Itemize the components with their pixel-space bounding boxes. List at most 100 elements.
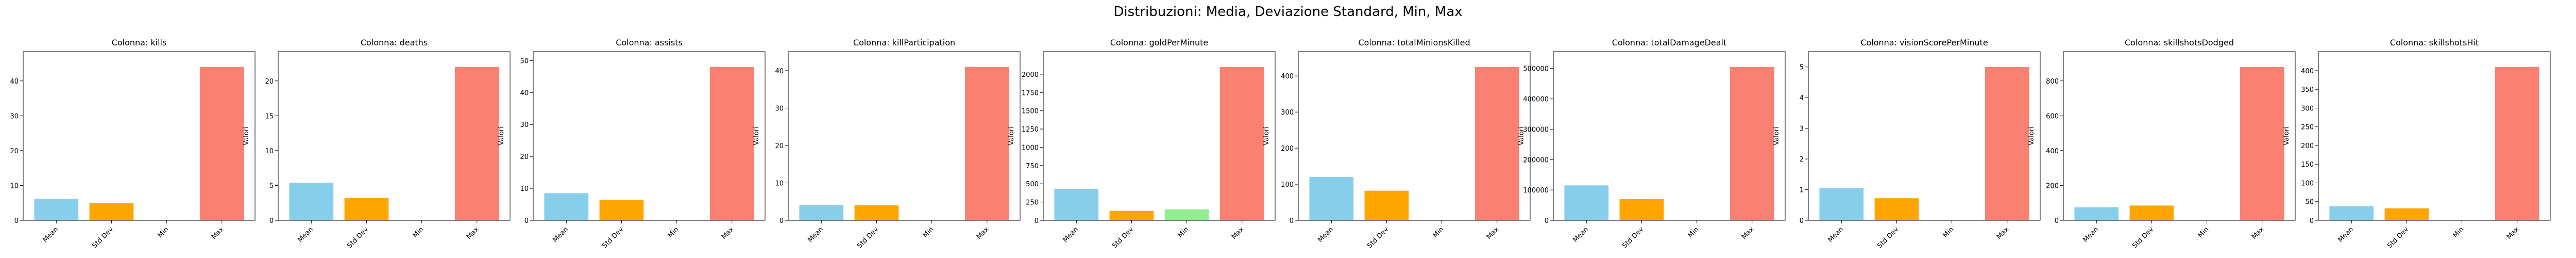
bar-max [2240, 67, 2284, 221]
subplot-4: Colonna: killParticipation 0 10 20 30 40 Valor… [753, 38, 1021, 250]
bar-std-dev [1874, 198, 1919, 220]
y-tick-label: 0 [269, 217, 274, 225]
y-tick-label: 20 [10, 148, 19, 155]
y-tick-label: 200 [1281, 145, 1294, 153]
bar-std-dev [344, 198, 389, 220]
x-tick-label: Mean [1316, 225, 1335, 244]
y-axis-label: Valori [1263, 126, 1270, 145]
bar-mean [799, 205, 844, 220]
y-tick-label: 5 [1800, 64, 1804, 72]
y-tick-label: 100 [1281, 181, 1294, 189]
x-tick-label: Mean [2081, 225, 2100, 244]
x-tick-label: Mean [41, 225, 60, 244]
bar-std-dev [854, 205, 899, 220]
y-tick-label: 40 [775, 68, 784, 75]
y-tick-label: 0 [1035, 217, 1039, 225]
y-axis-label: Valori [2028, 126, 2036, 145]
bar-std-dev [1109, 211, 1154, 220]
y-tick-label: 10 [10, 182, 19, 190]
subplot-1: Colonna: kills 0 10 20 30 40 Valori Mean Std Dev… [10, 38, 256, 250]
subplot-title: Colonna: skillshotsHit [2390, 38, 2479, 47]
subplot-9: Colonna: skillshotsDodged 0 200 400 600 800 Va… [2028, 38, 2296, 250]
y-tick-label: 0 [779, 217, 784, 225]
bar-mean [34, 199, 79, 220]
subplot-2: Colonna: deaths 0 5 10 15 20 Valori Mean Std Dev… [243, 38, 511, 250]
y-tick-label: 10 [520, 185, 529, 193]
y-axis-label: Valori [498, 126, 505, 145]
subplot-8: Colonna: visionScorePerMinute 0 1 2 3 4 5 Valor… [1773, 38, 2041, 250]
bar-max [1475, 67, 1519, 221]
bar-std-dev [1619, 199, 1664, 220]
bar-std-dev [89, 203, 134, 220]
y-tick-label: 50 [520, 57, 529, 65]
y-tick-label: 300000 [1523, 126, 1549, 134]
bar-mean [1054, 189, 1099, 220]
subplot-title: Colonna: totalDamageDealt [1612, 38, 1727, 47]
y-tick-label: 100000 [1523, 187, 1549, 195]
y-tick-label: 400 [1281, 73, 1294, 80]
x-tick-label: Std Dev [1111, 225, 1135, 250]
x-tick-label: Std Dev [601, 225, 625, 250]
x-tick-label: Min [1431, 225, 1445, 239]
axes-frame [533, 51, 766, 221]
bar-mean [544, 193, 589, 220]
y-tick-label: 1250 [1022, 126, 1039, 134]
y-tick-label: 1500 [1022, 108, 1039, 116]
x-tick-label: Mean [1826, 225, 1845, 244]
y-tick-label: 1750 [1022, 89, 1039, 97]
y-tick-label: 200000 [1523, 156, 1549, 164]
axes-frame [1298, 51, 1531, 221]
bar-max [1219, 67, 1264, 221]
bar-std-dev [599, 200, 644, 220]
y-tick-label: 5 [269, 182, 274, 190]
y-tick-label: 0 [1545, 217, 1549, 225]
y-tick-label: 500 [1026, 181, 1039, 188]
y-axis-label: Valori [753, 126, 760, 145]
bar-mean [1309, 177, 1354, 220]
subplot-title: Colonna: killParticipation [853, 38, 955, 47]
x-tick-label: Std Dev [856, 225, 880, 250]
y-tick-label: 400 [2046, 148, 2059, 155]
axes-frame [1553, 51, 1786, 221]
bar-max [1985, 67, 2029, 221]
y-tick-label: 3 [1800, 125, 1804, 133]
y-tick-label: 0 [2055, 217, 2059, 225]
y-tick-label: 20 [520, 153, 529, 161]
bar-max [964, 67, 1009, 221]
bar-mean [289, 183, 334, 220]
bar-max [454, 67, 499, 221]
subplot-7: Colonna: totalDamageDealt 0 100000 200000 30… [1518, 38, 1786, 250]
bar-max [2495, 67, 2539, 221]
bar-min [1164, 209, 1209, 220]
x-tick-label: Max [1485, 225, 1501, 241]
x-tick-label: Max [2505, 225, 2521, 241]
x-tick-label: Mean [296, 225, 315, 244]
bar-std-dev [1364, 190, 1409, 220]
y-tick-label: 30 [520, 121, 529, 129]
subplot-title: Colonna: visionScorePerMinute [1860, 38, 1988, 47]
y-tick-label: 30 [775, 105, 784, 112]
y-tick-label: 0 [2310, 217, 2314, 225]
axes-frame [788, 51, 1021, 221]
y-axis-label: Valori [1773, 126, 1781, 145]
x-tick-label: Min [921, 225, 935, 239]
subplot-10: Colonna: skillshotsHit 0 50 100 150 200 250 300… [2283, 38, 2551, 250]
x-tick-label: Std Dev [91, 225, 115, 250]
y-axis-label: Valori [243, 126, 250, 145]
y-tick-label: 300 [1281, 109, 1294, 117]
x-tick-label: Max [1230, 225, 1246, 241]
y-tick-label: 600 [2046, 112, 2059, 120]
x-tick-label: Mean [2336, 225, 2355, 244]
subplot-title: Colonna: totalMinionsKilled [1358, 38, 1470, 47]
y-axis-label: Valori [1008, 126, 1015, 145]
axes-frame [2063, 51, 2296, 221]
axes-frame [1043, 51, 1276, 221]
figure-suptitle: Distribuzioni: Media, Deviazione Standar… [1113, 4, 1463, 20]
x-tick-label: Std Dev [1876, 225, 1900, 250]
y-tick-label: 200 [2301, 142, 2314, 150]
y-tick-label: 10 [265, 148, 274, 155]
y-tick-label: 750 [1026, 163, 1039, 170]
y-axis-label: Valori [2283, 126, 2291, 145]
subplot-3: Colonna: assists 0 10 20 30 40 50 Valori Mean Std… [498, 38, 766, 250]
y-tick-label: 50 [2305, 199, 2314, 206]
